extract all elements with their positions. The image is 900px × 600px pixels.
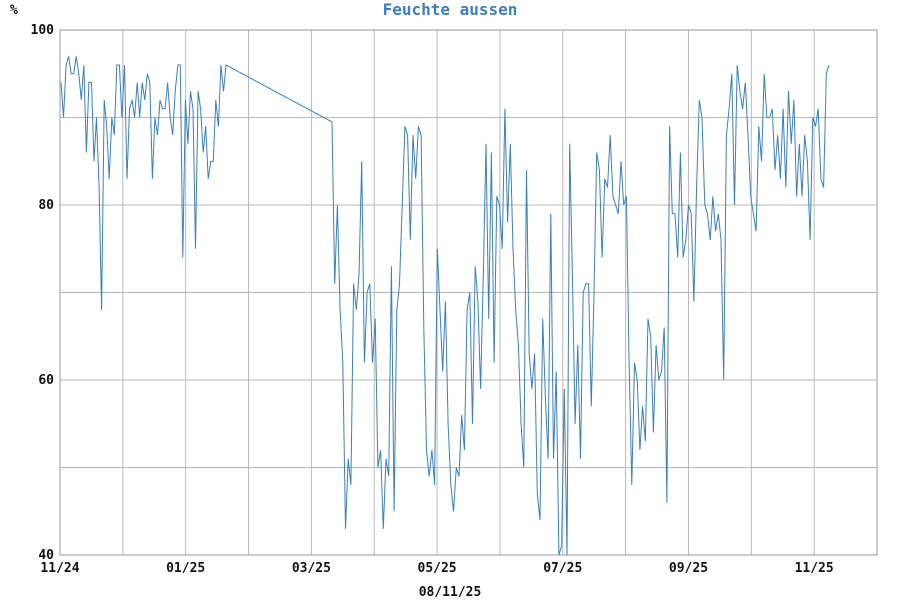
chart-title: Feuchte aussen <box>383 0 518 19</box>
x-tick-label: 03/25 <box>292 561 331 576</box>
x-tick-label: 01/25 <box>166 561 205 576</box>
y-tick-label: 40 <box>38 548 54 563</box>
x-tick-label: 11/25 <box>795 561 834 576</box>
x-tick-label: 11/24 <box>40 561 79 576</box>
series-line <box>60 56 830 556</box>
grid-lines <box>60 30 877 555</box>
axis-tick-labels: 40 60 80 100 11/24 01/25 03/25 05/25 07/25 09/25 1… <box>31 23 834 576</box>
x-axis-footer-label: 08/11/25 <box>419 585 482 600</box>
x-tick-label: 05/25 <box>418 561 457 576</box>
y-tick-label: 100 <box>31 23 55 38</box>
plot-frame <box>59 29 878 556</box>
x-tick-label: 09/25 <box>669 561 708 576</box>
y-tick-label: 60 <box>38 373 54 388</box>
y-tick-label: 80 <box>38 198 54 213</box>
y-axis-unit-label: % <box>10 3 18 18</box>
x-tick-label: 07/25 <box>543 561 582 576</box>
